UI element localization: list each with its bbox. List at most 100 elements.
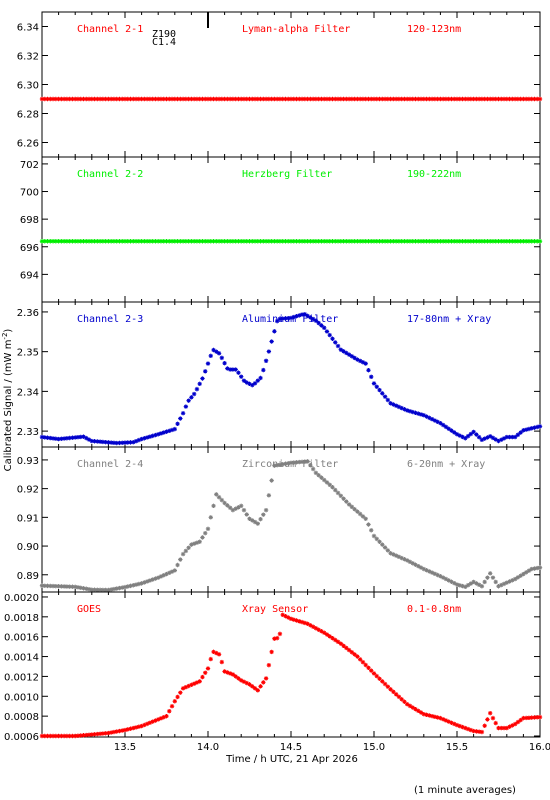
data-point [388,239,393,244]
data-point [385,684,391,689]
data-point [252,239,258,244]
data-point [305,239,310,244]
data-point [526,715,532,720]
data-point [512,576,518,582]
data-point [501,581,507,587]
data-point [266,349,272,354]
data-point [501,436,507,441]
data-point [261,96,266,102]
data-point [156,96,161,102]
data-point [377,96,382,102]
data-point [305,96,310,102]
data-point [529,96,534,102]
data-point [440,96,446,102]
data-point [133,725,139,730]
data-point [153,96,158,102]
data-point [78,733,83,738]
data-point [429,96,435,102]
data-point [189,239,194,244]
data-point [535,424,540,430]
data-point [424,568,429,573]
data-point [341,239,346,244]
data-point [150,96,155,102]
data-point [338,641,343,646]
data-point [205,526,211,532]
data-point [523,239,529,244]
y-tick-label: 0.0020 [4,593,39,604]
data-point [413,562,418,567]
data-point [507,434,512,440]
data-point [147,720,153,725]
data-point [429,570,435,575]
data-point [100,96,106,102]
data-point [355,239,360,244]
data-point [219,659,225,665]
data-point [250,518,255,523]
data-point [471,96,476,102]
data-point [418,412,424,417]
data-point [117,96,122,102]
data-point [53,239,59,244]
data-point [153,718,158,723]
data-point [499,239,504,244]
data-point [471,579,476,585]
data-point [399,555,404,561]
y-tick-label: 702 [20,160,39,171]
data-point [131,96,136,102]
data-point [385,239,391,244]
data-point [454,722,460,728]
data-point [161,96,166,102]
data-point [465,96,471,102]
data-point [274,635,280,641]
data-point [391,689,396,695]
data-point [427,415,432,421]
data-point [169,427,175,433]
panel-filter: Xray Sensor [242,604,308,615]
data-point [277,239,283,244]
data-point [363,516,368,521]
data-point [393,96,399,102]
data-point [64,584,70,589]
data-point [374,239,379,244]
data-point [203,530,208,536]
data-point [454,582,460,587]
data-point [53,96,59,102]
data-point [150,577,155,582]
panel-band: 6-20nm + Xray [407,459,485,470]
data-point [244,380,249,385]
data-point [532,566,537,571]
y-tick-label: 0.0014 [4,653,39,664]
data-point [418,96,424,102]
data-point [263,96,269,102]
data-point [382,681,388,687]
data-point [45,239,50,244]
data-point [440,239,446,244]
data-point [280,239,285,244]
data-point [452,721,457,727]
data-point [463,96,468,102]
data-point [523,715,529,721]
data-point [330,484,335,490]
data-point [432,714,438,720]
data-point [172,96,177,102]
data-point [316,320,321,326]
data-point [164,239,169,244]
data-point [352,507,357,512]
data-point [64,96,70,102]
data-point [239,96,244,102]
data-point [158,239,164,244]
data-point [103,439,108,445]
data-point [319,239,324,244]
data-point [297,313,302,318]
data-point [50,436,56,441]
data-point [463,584,468,590]
data-point [70,96,75,102]
data-point [405,96,410,102]
y-tick-label: 0.90 [17,542,39,553]
data-point [357,358,363,364]
data-point [465,433,471,439]
data-point [319,96,324,102]
panel-channel: Channel 2-1 [77,24,143,35]
data-point [114,96,119,102]
